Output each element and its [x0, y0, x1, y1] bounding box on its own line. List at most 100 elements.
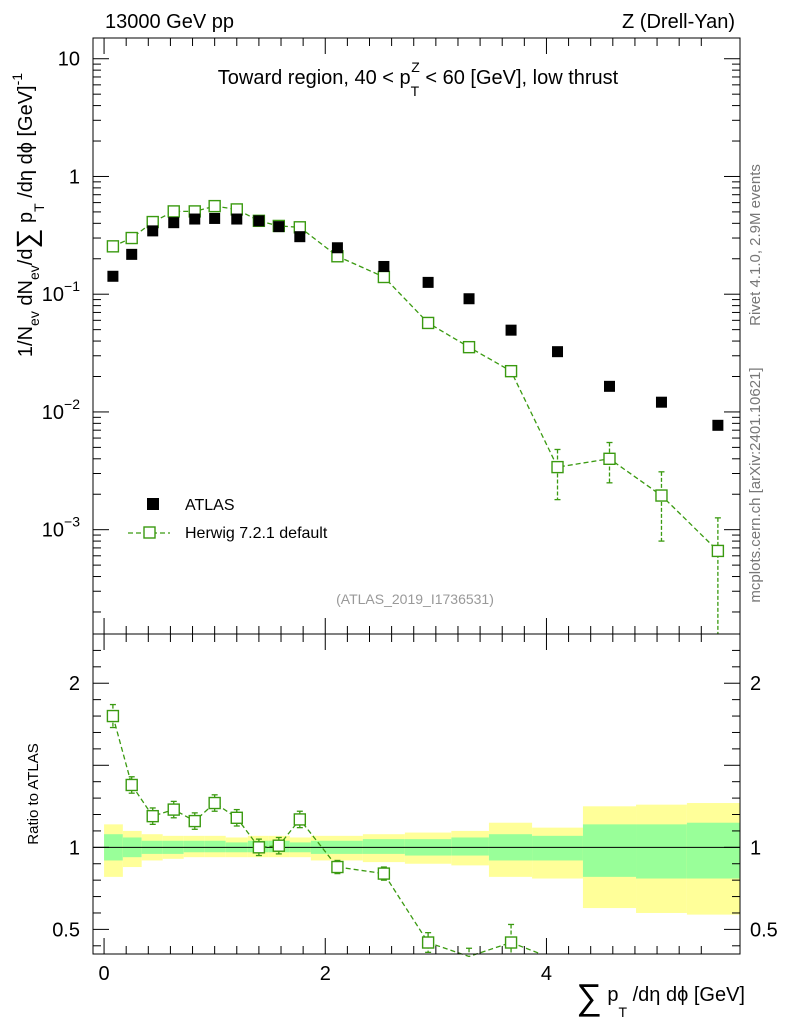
herwig-ratio-point	[377, 867, 391, 880]
process-label: Z (Drell-Yan)	[622, 11, 735, 33]
atlas-point	[655, 396, 667, 408]
atlas-point	[253, 215, 265, 227]
herwig-point	[603, 452, 616, 465]
herwig-ratio-line-tail	[510, 941, 542, 955]
atlas-point	[378, 260, 390, 272]
ratio-y-tick-label-left: 2	[69, 673, 80, 695]
legend-atlas-label: ATLAS	[185, 497, 235, 514]
herwig-ratio-point	[331, 860, 344, 874]
y-tick-label: 10	[58, 49, 80, 71]
herwig-ratio-point	[146, 809, 159, 823]
inner-band-bin	[451, 837, 489, 856]
main-frame	[92, 37, 741, 635]
inner-band-bin	[582, 824, 637, 877]
x-tick-label: 4	[541, 963, 552, 985]
atlas-point	[505, 324, 517, 336]
herwig-ratio-point	[188, 814, 201, 828]
herwig-series	[106, 199, 725, 634]
ratio-y-tick-label-right: 2	[750, 673, 761, 695]
ratio-y-axis-label: Ratio to ATLAS	[25, 743, 42, 844]
x-tick-label: 0	[98, 963, 109, 985]
herwig-point	[106, 240, 120, 253]
atlas-point	[552, 346, 564, 358]
ratio-panel: 2 2 1 1 0.5 0.5 0 2 4	[52, 633, 778, 985]
atlas-point	[147, 225, 159, 237]
y-tick-label: 1	[69, 166, 80, 188]
ratio-y-tick-label-right: 0.5	[750, 919, 778, 941]
inner-band-bin	[362, 839, 405, 854]
ratio-x-axis: 0 2 4	[98, 634, 702, 985]
herwig-point	[377, 270, 391, 284]
ratio-frame	[92, 633, 741, 955]
herwig-ratio-point	[421, 936, 435, 949]
herwig-ratio-point	[504, 936, 518, 949]
main-panel: Toward region, 40 < pTZ < 60 [GeV], low …	[42, 37, 741, 635]
herwig-ratio-point	[106, 709, 120, 723]
inner-band-bin	[532, 835, 583, 861]
x-tick-label: 2	[320, 963, 331, 985]
legend-herwig-marker	[143, 526, 156, 539]
herwig-point	[655, 489, 668, 502]
herwig-ratio-point	[293, 813, 307, 826]
atlas-point	[107, 270, 119, 282]
inner-band-bin	[183, 840, 205, 853]
title-sup: Z	[411, 59, 420, 75]
title-part-b: < 60 [GeV], low thrust	[420, 67, 619, 89]
herwig-point	[230, 203, 243, 216]
atlas-point	[231, 213, 243, 225]
herwig-ratio-point	[230, 811, 243, 824]
herwig-point	[125, 231, 138, 245]
atlas-point	[209, 212, 221, 224]
herwig-point	[293, 221, 307, 234]
atlas-point	[331, 242, 343, 254]
atlas-point	[273, 221, 285, 233]
herwig-point	[711, 544, 725, 558]
atlas-point	[294, 231, 306, 243]
analysis-watermark: (ATLAS_2019_I1736531)	[336, 591, 494, 607]
title-part-a: Toward region, 40 < p	[218, 67, 411, 89]
herwig-ratio-series	[106, 703, 542, 958]
ratio-y-tick-label-left: 0.5	[52, 919, 80, 941]
herwig-ratio-point	[272, 839, 286, 852]
rivet-version-label: Rivet 4.1.0, 2.9M events	[747, 164, 764, 326]
atlas-series	[107, 212, 724, 431]
atlas-point	[463, 293, 475, 305]
atlas-point	[126, 248, 138, 260]
mcplots-source-label: mcplots.cern.ch [arXiv:2401.10621]	[747, 367, 764, 602]
main-y-axis: 10 1 10−1 10−2 10−3	[42, 49, 740, 613]
herwig-point	[504, 364, 518, 378]
collision-label: 13000 GeV pp	[105, 11, 234, 33]
main-x-ticks	[103, 38, 702, 634]
y-tick-label: 10−1	[42, 278, 80, 306]
legend-atlas-marker	[147, 498, 159, 510]
inner-band-bin	[636, 824, 687, 879]
ratio-y-axis: 2 2 1 1 0.5 0.5	[52, 649, 778, 947]
atlas-point	[168, 217, 180, 229]
herwig-ratio-point	[208, 796, 221, 810]
herwig-ratio-point	[125, 778, 138, 792]
atlas-point	[603, 380, 615, 392]
atlas-point	[189, 213, 201, 225]
herwig-ratio-point	[167, 803, 180, 816]
ratio-y-tick-label-left: 1	[69, 837, 80, 859]
inner-band-bin	[204, 840, 226, 853]
herwig-point	[551, 460, 564, 474]
herwig-ratio-line	[112, 715, 512, 958]
legend-herwig-label: Herwig 7.2.1 default	[185, 525, 328, 542]
herwig-point	[462, 340, 476, 354]
title-sub: T	[411, 83, 420, 99]
ratio-y-tick-label-right: 1	[750, 837, 761, 859]
herwig-ratio-point	[252, 841, 266, 854]
y-tick-label: 10−2	[42, 396, 80, 424]
x-axis-label: ∑ pT /dη dϕ [GeV]	[576, 976, 745, 1020]
main-y-axis-label: 1/Nev dNev/d∑ pT /dη dϕ [GeV]-1	[9, 73, 47, 357]
atlas-point	[422, 276, 434, 288]
legend: ATLAS Herwig 7.2.1 default	[128, 497, 328, 542]
inner-band-bin	[686, 822, 740, 879]
herwig-point	[167, 205, 180, 218]
atlas-point	[712, 419, 724, 431]
chart-title: Toward region, 40 < pTZ < 60 [GeV], low …	[218, 59, 619, 99]
herwig-point	[208, 199, 221, 213]
y-tick-label: 10−3	[42, 514, 80, 542]
